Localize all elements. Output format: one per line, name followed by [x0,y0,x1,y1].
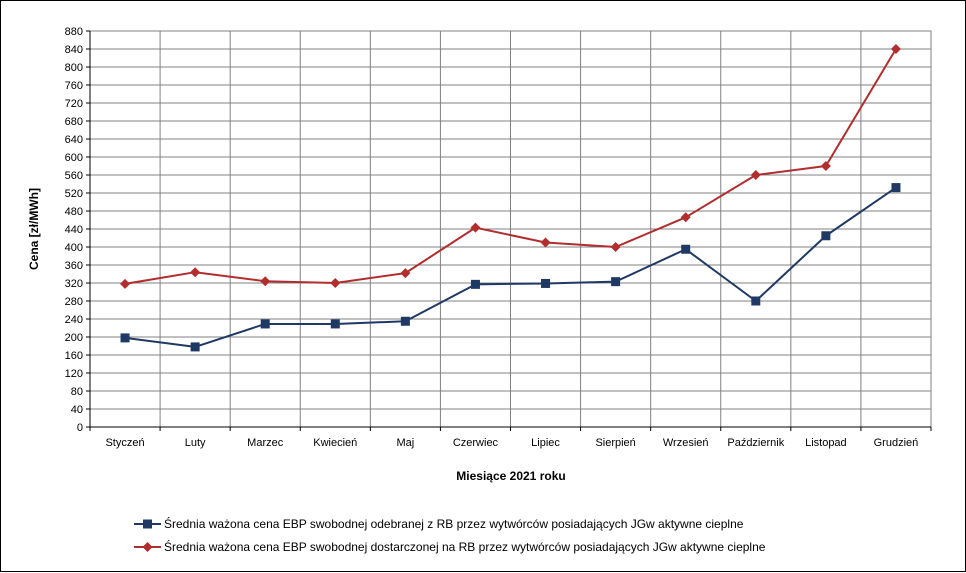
y-tick-label: 120 [65,368,83,380]
legend-marker [142,542,153,552]
y-tick-label: 280 [65,296,83,308]
x-ticks: Styczeń Luty Marzec Kwiecień Maj Czerwiec Lipi… [89,427,932,449]
y-tick-label: 520 [65,188,83,200]
series-group [120,44,901,352]
y-tick-label: 720 [65,98,83,110]
x-tick-label: Listopad [805,437,847,449]
x-tick-label: Sierpień [595,437,635,449]
series-2 [120,44,901,289]
y-tick-label: 680 [65,116,83,128]
data-point [541,278,551,288]
data-point [751,296,761,306]
y-tick-label: 880 [65,26,83,38]
data-point [890,44,901,54]
series-line [124,186,897,348]
legend-item-1: Średnia ważona cena EBP swobodnej odebra… [134,516,744,531]
y-ticks: 0 40 80 120 160 200 240 280 320 360 400 440 480 520 56… [65,26,90,434]
data-point [260,276,271,287]
y-tick-label: 400 [65,242,83,254]
data-point [120,278,131,289]
y-tick-label: 320 [65,278,83,290]
y-tick-label: 0 [77,422,83,434]
y-tick-label: 760 [65,80,83,92]
y-axis-title: Cena [zł/MWh] [27,188,41,270]
y-tick-label: 560 [65,170,83,182]
y-tick-label: 40 [71,404,83,416]
data-point [120,333,130,343]
x-tick-label: Wrzesień [663,437,709,449]
x-tick-label: Październik [727,437,784,449]
x-tick-label: Lipiec [531,437,560,449]
data-point [470,222,481,233]
x-axis-title: Miesiące 2021 roku [456,469,565,483]
series-line [124,48,897,285]
data-point [681,244,691,254]
data-point [610,242,621,252]
data-point [820,161,831,171]
x-tick-label: Kwiecień [313,437,357,449]
y-tick-label: 600 [65,152,83,164]
data-point [680,212,691,223]
y-tick-label: 80 [71,386,83,398]
data-point [260,319,270,329]
series-1 [120,183,901,352]
data-point [821,231,831,241]
data-point [400,316,410,326]
y-tick-label: 640 [65,134,83,146]
legend-marker [143,519,152,529]
x-tick-label: Styczeń [105,437,144,449]
legend-label: Średnia ważona cena EBP swobodnej dostar… [164,539,766,554]
data-point [891,183,901,193]
y-tick-label: 800 [65,62,83,74]
y-tick-label: 480 [65,206,83,218]
data-point [611,277,621,287]
x-tick-label: Marzec [247,437,284,449]
y-tick-label: 840 [65,44,83,56]
x-tick-label: Luty [185,437,206,449]
y-tick-label: 360 [65,260,83,272]
y-tick-label: 440 [65,224,83,236]
x-tick-label: Czerwiec [453,437,499,449]
x-tick-label: Grudzień [874,437,919,449]
y-tick-label: 240 [65,314,83,326]
x-tick-label: Maj [397,437,415,449]
data-point [190,342,200,352]
y-tick-label: 200 [65,332,83,344]
data-point [330,319,340,329]
data-point [400,268,411,279]
legend-label: Średnia ważona cena EBP swobodnej odebra… [164,516,744,531]
data-point [190,267,201,278]
data-point [470,279,480,289]
data-point [330,278,341,288]
data-point [750,170,761,180]
legend: Średnia ważona cena EBP swobodnej odebra… [134,516,766,554]
data-point [540,237,551,248]
legend-item-2: Średnia ważona cena EBP swobodnej dostar… [134,539,766,554]
y-tick-label: 160 [65,350,83,362]
